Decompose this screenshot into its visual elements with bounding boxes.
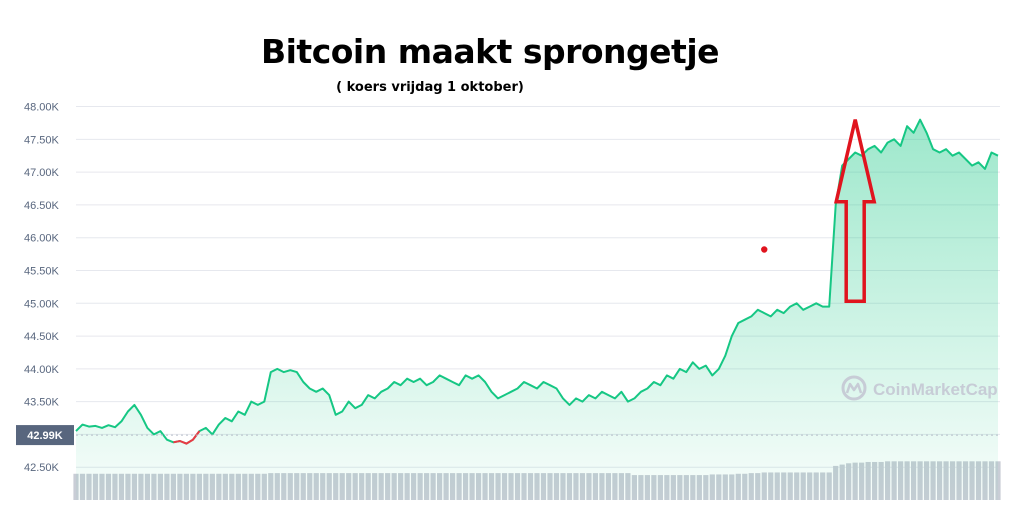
y-tick-label: 48.00K [24,102,60,114]
price-area-fill [76,119,998,500]
annotations [761,119,877,304]
chart-subtitle: ( koers vrijdag 1 oktober) [336,80,524,95]
price-line-below-open [173,430,201,445]
y-tick-label: 44.00K [24,364,60,376]
y-tick-label: 46.50K [24,200,60,212]
reference-label: 42.99K [27,430,63,442]
chart-title: Bitcoin maakt sprongetje [260,32,720,71]
coinmarketcap-watermark: CoinMarketCap [841,375,998,401]
reference-label-box [16,425,74,446]
price-area [75,118,999,500]
y-tick-label: 44.50K [24,331,60,343]
red-up-arrow [833,119,877,304]
y-tick-label: 47.00K [24,167,60,179]
y-tick-label: 47.50K [24,134,60,146]
y-axis-ticks: 48.00K 47.50K 47.00K 46.50K 46.00K 45.50K 45.0… [24,102,60,475]
y-tick-label: 46.00K [24,233,60,245]
y-tick-label: 45.00K [24,298,60,310]
watermark-text: CoinMarketCap [873,380,998,399]
y-tick-label: 45.50K [24,265,60,277]
coinmarketcap-logo-icon [841,375,867,401]
red-dot [761,246,768,253]
y-tick-label: 42.50K [24,462,60,474]
reference-line: 42.99K [16,425,1000,446]
y-tick-label: 43.50K [24,397,60,409]
